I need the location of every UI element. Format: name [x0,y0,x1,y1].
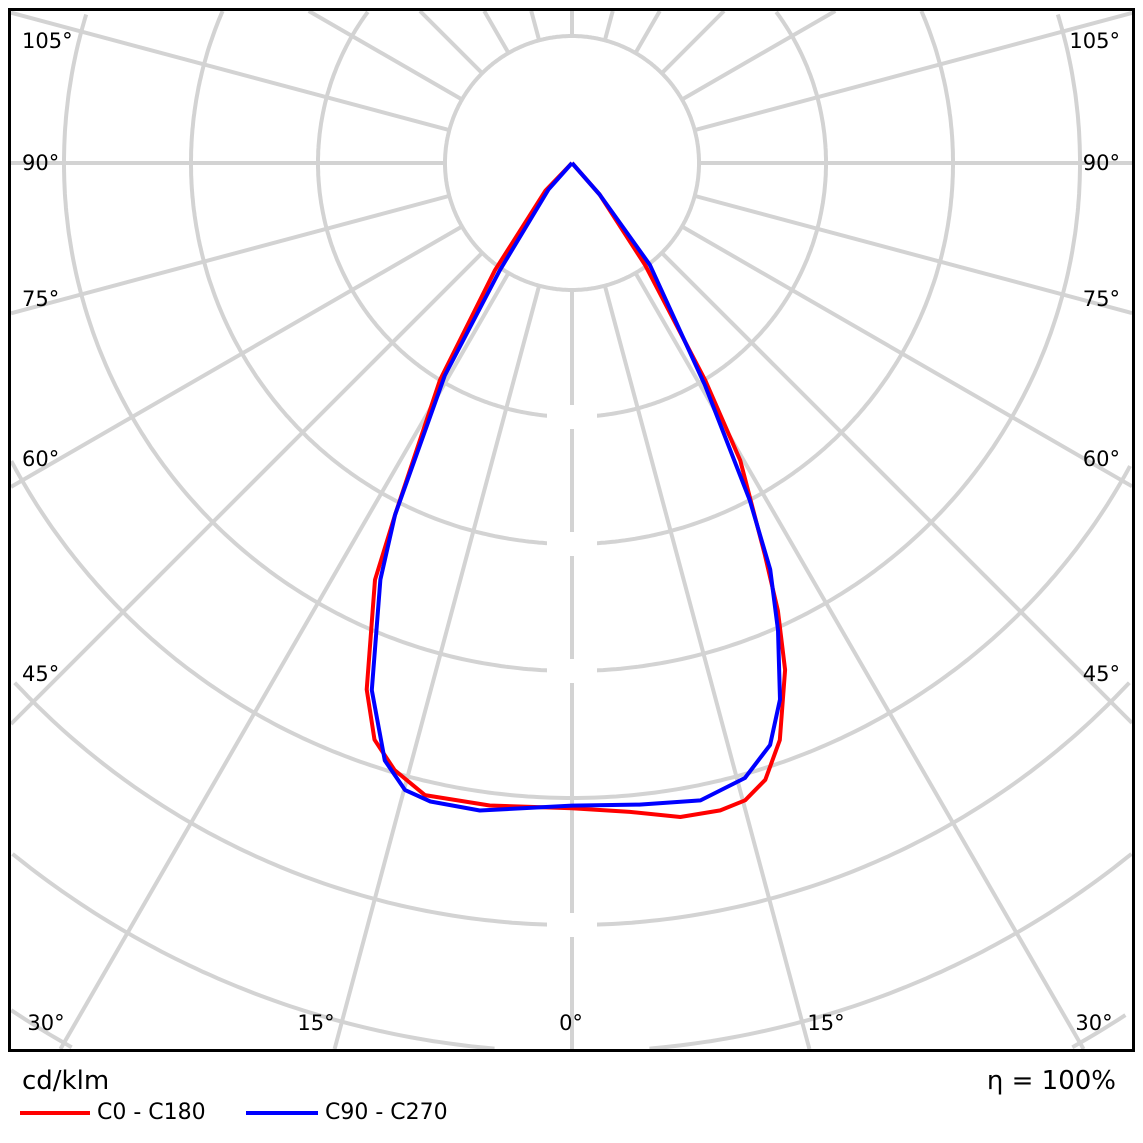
grid-ring [316,10,828,419]
grid-spoke [694,11,1133,133]
unit-label: cd/klm [22,1066,110,1096]
angle-label-right-105: 105° [1069,29,1120,53]
grid-spoke [332,285,542,1050]
grid-spoke [10,193,450,316]
grid-ring [10,1008,1127,1050]
grid-spoke [660,251,1134,725]
angle-label-right-90: 90° [1083,151,1120,175]
angle-label-right-75: 75° [1083,287,1120,311]
curves [364,161,788,819]
ring-label-plate [547,659,597,683]
legend-label-c90-c270: C90 - C270 [325,1100,448,1125]
angle-label-left-90: 90° [22,151,59,175]
grid-ring [443,34,701,292]
grid-spoke [10,10,450,133]
grid-ring [9,460,1132,800]
grid-spoke [9,251,484,726]
chart-frame [8,8,1135,1052]
grid-spoke [529,10,542,41]
angle-label-bottom-30-left: 30° [27,1011,64,1035]
angle-label-bottom-0: 0° [559,1011,583,1035]
grid-spoke [482,10,511,55]
grid-ring [13,681,1131,927]
efficiency-label: η = 100% [986,1066,1116,1096]
grid-spoke [10,224,464,489]
grid-ring [62,13,1082,673]
grid-spoke [602,10,615,41]
grid-spoke [660,9,726,75]
ring-label-plate [547,405,597,429]
angle-label-left-60: 60° [22,447,59,471]
grid-spoke [633,9,662,55]
angle-label-left-75: 75° [22,287,59,311]
grid-spoke [680,224,1134,489]
grid-spoke [307,9,464,102]
angle-label-bottom-30-right: 30° [1075,1011,1112,1035]
grid-ring [189,10,955,546]
polar-grid [9,9,1134,1051]
angle-label-bottom-15-right: 15° [807,1011,844,1035]
legend-label-c0-c180: C0 - C180 [97,1100,206,1125]
curve-c90-c270 [369,161,782,813]
grid-spoke [694,193,1133,315]
ring-label-plate [547,532,597,556]
grid-spoke [602,285,812,1050]
grid-ring [11,852,1133,1051]
angle-label-right-45: 45° [1083,662,1120,686]
angle-label-right-60: 60° [1083,447,1120,471]
angle-label-left-105: 105° [22,29,73,53]
ring-label-plate [547,913,597,937]
angle-labels: 105° 90° 75° 60° 45° 105° 90° 75° 60° 45… [22,29,1120,1035]
grid-spoke [418,9,484,75]
angle-label-bottom-15-left: 15° [297,1011,334,1035]
grid-spoke [680,9,837,102]
angle-label-left-45: 45° [22,662,59,686]
